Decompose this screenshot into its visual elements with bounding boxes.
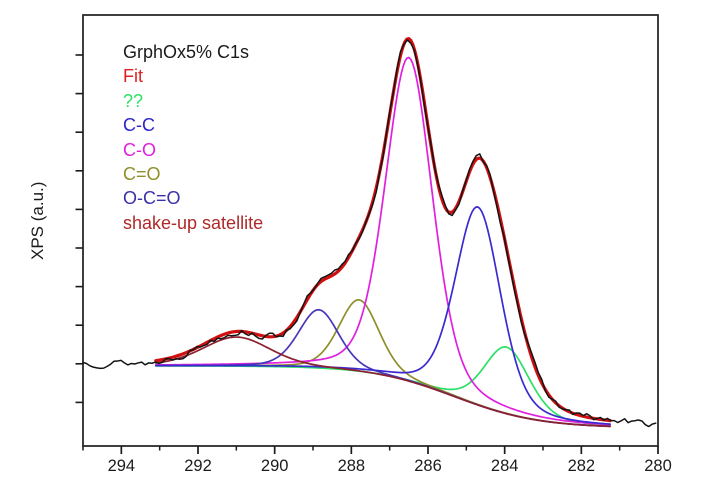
x-tick-label: 286 <box>414 457 442 475</box>
legend-item-unknown: ?? <box>123 90 144 111</box>
x-tick-label: 294 <box>108 457 136 475</box>
component-curve-c-o <box>154 56 611 426</box>
legend-item-co: C-O <box>123 139 156 160</box>
x-tick-label: 290 <box>261 457 289 475</box>
x-tick-label: 292 <box>184 457 212 475</box>
x-tick-label: 282 <box>568 457 596 475</box>
legend-item-cdo: C=O <box>123 164 161 185</box>
legend-item-satellite: shake-up satellite <box>123 212 264 233</box>
plot-frame <box>82 14 659 447</box>
legend-item-cc: C-C <box>123 115 155 136</box>
legend-item-sample: GrphOx5% C1s <box>123 42 250 62</box>
x-tick-label: 284 <box>491 457 519 475</box>
x-tick-label: 288 <box>338 457 366 475</box>
component-curve-shake-up-satellite <box>154 336 611 428</box>
measured-data-curve <box>82 39 657 428</box>
legend: GrphOx5% C1s Fit ?? C-C C-O C=O O-C=O sh… <box>123 40 263 235</box>
legend-item-fit: Fit <box>123 66 143 87</box>
y-axis-label: XPS (a.u.) <box>28 181 47 260</box>
component-curve-c-o <box>154 298 611 428</box>
x-tick-label: 280 <box>644 457 672 475</box>
component-curve-c-c <box>154 206 611 425</box>
legend-item-ocdo: O-C=O <box>123 188 181 209</box>
